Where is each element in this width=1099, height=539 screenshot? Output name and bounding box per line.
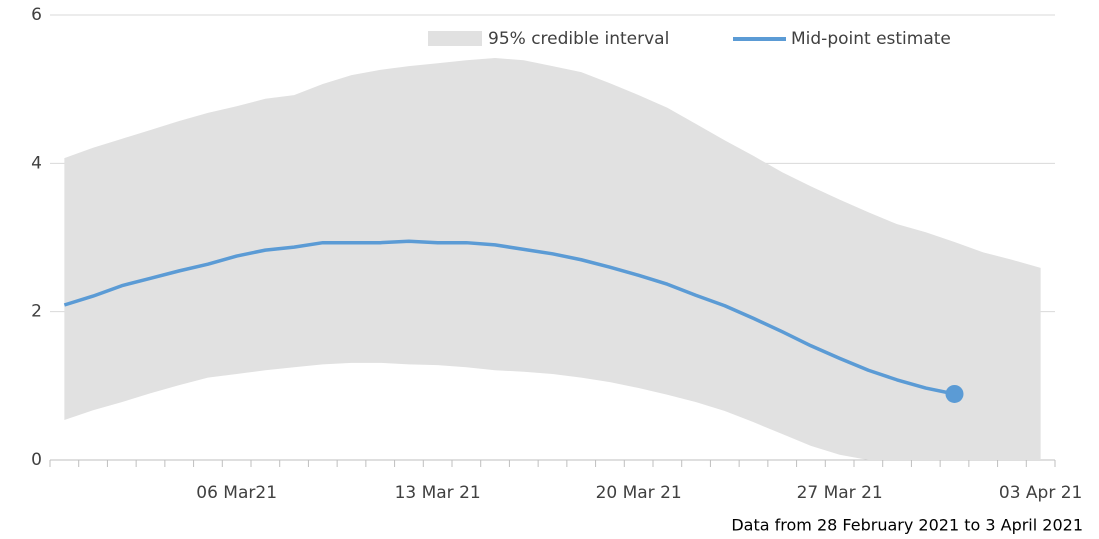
x-tick-label: 03 Apr 21 (999, 483, 1082, 503)
axes: 0 2 4 6 06 Mar21 13 Mar 21 20 Mar 21 27 Mar 21 0… (31, 5, 1082, 503)
x-tick-label: 27 Mar 21 (797, 483, 883, 503)
legend-label: 95% credible interval (488, 29, 669, 49)
plot-area (63, 58, 1041, 460)
x-tick-label: 20 Mar 21 (596, 483, 682, 503)
note: Data from 28 February 2021 to 3 April 20… (731, 516, 1083, 535)
end-marker (945, 384, 964, 403)
x-tick-label: 06 Mar21 (196, 483, 277, 503)
legend-label: Mid-point estimate (791, 29, 951, 49)
y-tick-label: 0 (31, 450, 42, 470)
y-tick-label: 6 (31, 5, 42, 25)
estimate-line (63, 239, 955, 396)
y-tick-label: 2 (31, 302, 42, 322)
legend-swatch (428, 31, 482, 46)
credible-interval (64, 58, 1041, 460)
x-tick-label: 13 Mar 21 (395, 483, 481, 503)
y-tick-label: 4 (31, 153, 42, 173)
